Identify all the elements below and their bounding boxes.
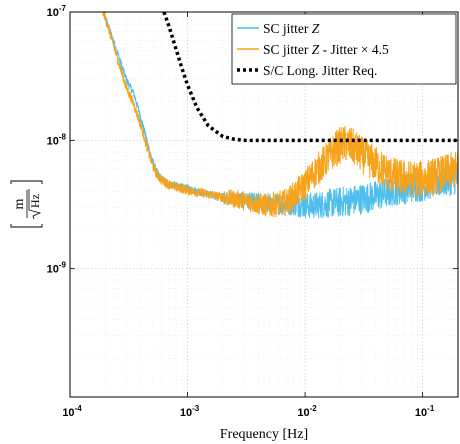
y-tick-label: 10-8 [47,132,67,147]
y-tick-label: 10-7 [47,4,67,19]
y-axis-title-left-bracket [10,224,43,228]
y-axis-title: m Hz [10,180,43,228]
tick-labels: 10-4 10-3 10-2 10-1 10-9 10-8 10-7 [47,4,435,419]
y-axis-title-denominator: Hz [28,194,42,208]
legend-label-2: SC jitter Z - Jitter × 4.5 [263,42,389,57]
legend-label-1: SC jitter Z [263,21,320,36]
plot-frame [69,11,459,398]
y-axis-title-right-bracket [10,180,43,184]
series-line-3 [162,12,458,143]
y-tick-label: 10-9 [47,261,67,276]
series-line-2 [102,12,458,218]
x-axis-title: Frequency [Hz] [220,427,308,442]
x-tick-label: 10-2 [297,404,317,419]
x-tick-label: 10-3 [180,404,200,419]
legend-label-3: S/C Long. Jitter Req. [263,63,377,78]
series-layer [102,12,458,219]
y-axis-title-numerator: m [12,198,27,209]
y-axis-title-sqrt-sign [28,189,42,220]
x-tick-label: 10-4 [62,404,82,419]
x-tick-label: 10-1 [415,404,435,419]
legend-box [231,13,457,85]
legend: SC jitter Z SC jitter Z - Jitter × 4.5 S/C… [231,13,457,85]
